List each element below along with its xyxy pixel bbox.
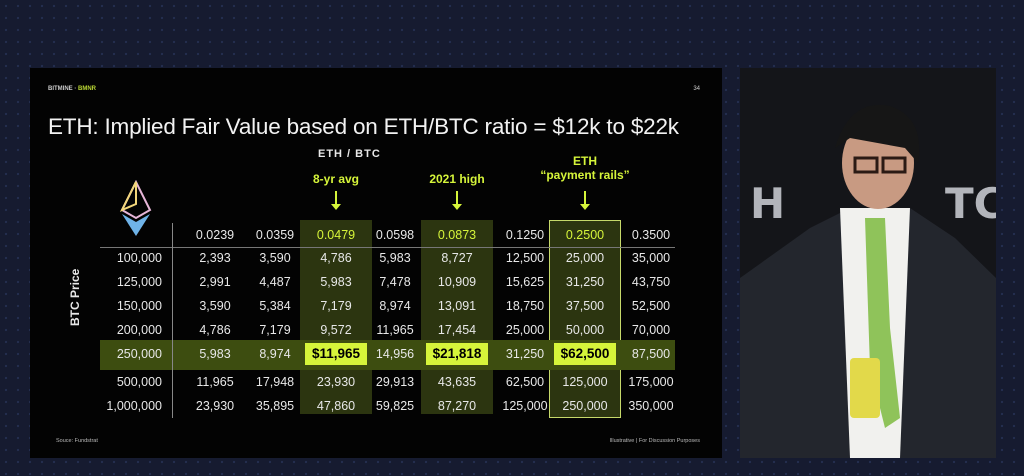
table-cell: 23,930: [316, 375, 356, 389]
table-cell: 87,500: [631, 347, 671, 361]
row-header: 1,000,000: [106, 399, 162, 413]
table-cell: 4,786: [199, 323, 231, 337]
table-cell: 8,974: [259, 347, 291, 361]
table-cell: 11,965: [196, 375, 234, 389]
down-arrow-icon: [452, 191, 462, 210]
table-cell: 25,000: [565, 251, 605, 265]
column-header: 0.1250: [505, 228, 545, 242]
table-cell: 31,250: [505, 347, 545, 361]
row-header: 150,000: [116, 299, 162, 313]
column-axis-label: ETH / BTC: [318, 148, 381, 160]
column-header: 0.0598: [375, 228, 415, 242]
highlighted-value-cell: $21,818: [426, 343, 488, 365]
highlighted-value-cell: $62,500: [554, 343, 616, 365]
table-cell: 47,860: [316, 399, 356, 413]
source-note: Souce: Fundstrat: [56, 438, 98, 444]
table-cell: 9,572: [320, 323, 352, 337]
row-header-divider: [172, 223, 173, 418]
table-cell: 15,625: [505, 275, 545, 289]
row-header: 100,000: [116, 251, 162, 265]
row-header: 125,000: [116, 275, 162, 289]
column-header: 0.2500: [565, 228, 605, 242]
table-cell: 87,270: [437, 399, 477, 413]
table-cell: 12,500: [505, 251, 545, 265]
table-cell: 52,500: [631, 299, 671, 313]
table-cell: 2,393: [199, 251, 231, 265]
table-cell: 29,913: [375, 375, 415, 389]
table-cell: 11,965: [376, 323, 414, 337]
highlight-column-2: [300, 220, 372, 414]
column-header: 0.0359: [255, 228, 295, 242]
table-cell: 8,727: [441, 251, 473, 265]
table-cell: 50,000: [565, 323, 605, 337]
table-cell: 7,179: [259, 323, 291, 337]
row-header: 200,000: [116, 323, 162, 337]
table-cell: 10,909: [437, 275, 477, 289]
speaker-figure-icon: H TC: [740, 68, 996, 458]
table-cell: 59,825: [375, 399, 415, 413]
brand-label: BITMINE · BMNR: [48, 86, 97, 92]
row-header: 500,000: [116, 375, 162, 389]
table-cell: 25,000: [505, 323, 545, 337]
table-cell: 2,991: [199, 275, 231, 289]
highlight-column-6: [549, 220, 621, 418]
callout-label: ETH “payment rails”: [540, 154, 630, 182]
down-arrow-icon: [331, 191, 341, 210]
table-cell: 3,590: [199, 299, 231, 313]
table-cell: 7,478: [379, 275, 411, 289]
table-cell: 17,948: [255, 375, 295, 389]
table-cell: 350,000: [628, 399, 674, 413]
table-cell: 4,487: [259, 275, 291, 289]
speaker-video: H TC: [740, 68, 996, 458]
table-cell: 7,179: [320, 299, 352, 313]
table-cell: 13,091: [437, 299, 477, 313]
table-cell: 3,590: [259, 251, 291, 265]
table-cell: 5,983: [379, 251, 411, 265]
svg-text:H: H: [750, 179, 785, 228]
table-cell: 4,786: [320, 251, 352, 265]
table-cell: 35,895: [255, 399, 295, 413]
table-cell: 18,750: [505, 299, 545, 313]
disclaimer: Illustrative | For Discussion Purposes: [609, 438, 700, 444]
table-cell: 125,000: [562, 375, 608, 389]
ethereum-logo-icon: [119, 180, 152, 236]
table-cell: 23,930: [195, 399, 235, 413]
table-cell: 17,454: [437, 323, 477, 337]
header-divider: [100, 247, 675, 248]
svg-text:TC: TC: [945, 179, 996, 228]
table-cell: 31,250: [565, 275, 605, 289]
presentation-slide: BITMINE · BMNR 34 ETH: Implied Fair Valu…: [30, 68, 722, 458]
column-header: 0.0239: [195, 228, 235, 242]
table-cell: 35,000: [631, 251, 671, 265]
table-cell: 5,983: [199, 347, 231, 361]
callout-label: 8-yr avg: [312, 172, 360, 186]
page-number: 34: [693, 86, 700, 92]
table-cell: 250,000: [562, 399, 608, 413]
table-cell: 8,974: [379, 299, 411, 313]
table-cell: 175,000: [628, 375, 674, 389]
row-axis-label: BTC Price: [68, 268, 82, 326]
table-cell: 14,956: [375, 347, 415, 361]
column-header: 0.0479: [316, 228, 356, 242]
table-cell: 70,000: [631, 323, 671, 337]
highlight-column-4: [421, 220, 493, 414]
column-header: 0.0873: [437, 228, 477, 242]
table-cell: 5,983: [320, 275, 352, 289]
highlighted-value-cell: $11,965: [305, 343, 367, 365]
table-cell: 37,500: [565, 299, 605, 313]
row-header: 250,000: [116, 347, 162, 361]
down-arrow-icon: [580, 191, 590, 210]
table-cell: 62,500: [505, 375, 545, 389]
column-header: 0.3500: [631, 228, 671, 242]
table-cell: 43,635: [437, 375, 477, 389]
table-cell: 5,384: [259, 299, 291, 313]
callout-label: 2021 high: [429, 172, 485, 186]
table-cell: 125,000: [502, 399, 548, 413]
slide-title: ETH: Implied Fair Value based on ETH/BTC…: [48, 114, 679, 139]
table-cell: 43,750: [631, 275, 671, 289]
